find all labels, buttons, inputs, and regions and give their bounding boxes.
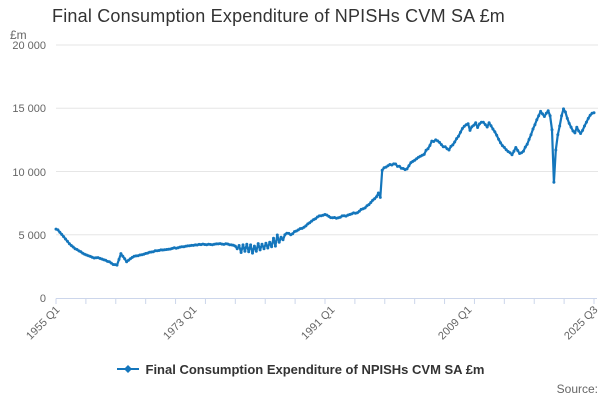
legend: Final Consumption Expenditure of NPISHs …: [0, 359, 600, 379]
legend-label: Final Consumption Expenditure of NPISHs …: [145, 361, 485, 377]
y-axis-tick-label: 10 000: [12, 166, 46, 179]
y-axis-tick-label: 5 000: [18, 229, 46, 242]
y-axis-tick-label: 0: [39, 293, 46, 305]
series-markers: [54, 107, 596, 267]
source-label: Source:: [556, 382, 598, 396]
plot-area: [54, 44, 598, 304]
chart-title: Final Consumption Expenditure of NPISHs …: [52, 6, 505, 26]
legend-line-marker-icon: [116, 365, 139, 373]
y-axis-tick-label: 20 000: [12, 40, 46, 52]
legend-item[interactable]: Final Consumption Expenditure of NPISHs …: [116, 362, 485, 377]
y-axis-unit-label: £m: [10, 28, 27, 42]
y-axis-tick-label: 15 000: [12, 103, 46, 116]
series-line[interactable]: [54, 107, 596, 267]
